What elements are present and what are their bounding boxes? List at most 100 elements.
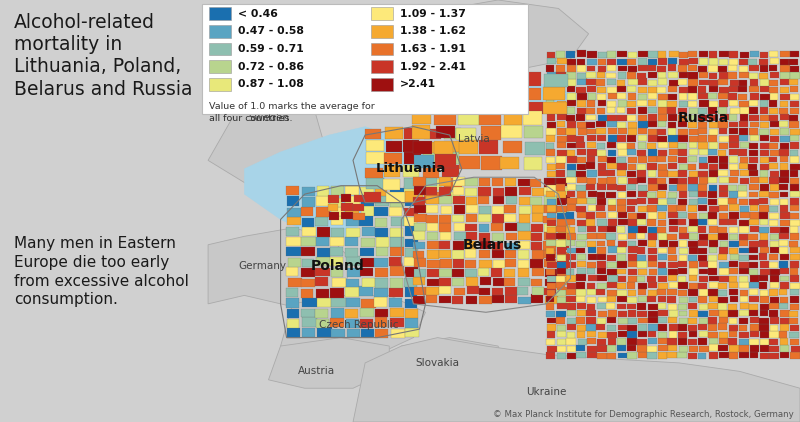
Bar xyxy=(618,157,626,163)
Bar xyxy=(405,309,418,318)
Bar xyxy=(628,219,637,226)
Bar xyxy=(750,212,758,219)
Bar xyxy=(699,234,709,240)
Bar xyxy=(331,329,345,337)
Bar xyxy=(668,192,678,198)
Bar xyxy=(709,234,718,240)
Bar xyxy=(740,303,750,309)
Bar xyxy=(607,121,617,127)
Bar xyxy=(698,353,706,359)
Bar xyxy=(587,65,595,71)
Bar xyxy=(576,295,586,303)
Text: Alcohol-related
mortality in
Lithuania, Poland,
Belarus and Russia: Alcohol-related mortality in Lithuania, … xyxy=(14,13,192,99)
Bar xyxy=(719,51,729,57)
Bar xyxy=(649,303,658,310)
Bar xyxy=(637,233,646,239)
Bar xyxy=(374,228,388,237)
Bar xyxy=(414,187,426,195)
Bar xyxy=(608,275,618,282)
Bar xyxy=(492,288,503,295)
Bar xyxy=(597,192,606,198)
Bar xyxy=(760,79,769,86)
Bar xyxy=(546,233,556,239)
Bar xyxy=(730,282,738,288)
Bar xyxy=(770,303,778,309)
Bar xyxy=(669,219,678,225)
Bar xyxy=(790,51,799,57)
Bar xyxy=(780,311,790,317)
Bar xyxy=(658,332,667,338)
Bar xyxy=(330,198,342,207)
Bar xyxy=(342,212,353,219)
Bar xyxy=(546,65,554,72)
Bar xyxy=(758,73,768,79)
Bar xyxy=(658,114,667,121)
Bar xyxy=(626,191,636,197)
Bar xyxy=(668,86,677,92)
Bar xyxy=(557,206,570,214)
Bar xyxy=(607,240,615,246)
Bar xyxy=(587,338,596,344)
Bar xyxy=(648,184,658,191)
Bar xyxy=(668,262,678,268)
Bar xyxy=(770,87,778,93)
Bar xyxy=(728,310,738,316)
Bar xyxy=(750,241,759,246)
Bar xyxy=(708,317,717,324)
Bar xyxy=(365,129,381,139)
Bar xyxy=(424,129,441,139)
Bar xyxy=(648,316,658,323)
Bar xyxy=(545,288,556,295)
Bar xyxy=(628,93,636,100)
Bar xyxy=(545,295,558,304)
Bar xyxy=(678,276,686,282)
Bar xyxy=(770,254,778,260)
Bar xyxy=(688,101,697,107)
Bar xyxy=(738,149,747,156)
Bar xyxy=(658,212,666,219)
Bar xyxy=(586,289,596,295)
Bar xyxy=(576,142,585,149)
Bar xyxy=(504,278,515,286)
Bar xyxy=(627,297,637,303)
Bar xyxy=(638,121,647,128)
Bar xyxy=(627,331,637,338)
Bar xyxy=(750,282,759,289)
Bar xyxy=(465,224,477,231)
Bar xyxy=(667,198,676,204)
Bar xyxy=(478,250,490,258)
Bar xyxy=(739,345,749,352)
Bar xyxy=(708,65,718,72)
Bar xyxy=(617,122,626,128)
Bar xyxy=(628,241,637,246)
Bar xyxy=(790,325,798,331)
Bar xyxy=(390,247,404,256)
Bar xyxy=(466,87,489,99)
Bar xyxy=(709,86,718,92)
Bar xyxy=(728,219,737,225)
Bar xyxy=(607,255,616,261)
Bar xyxy=(790,86,798,92)
Bar xyxy=(386,141,402,151)
Bar xyxy=(647,346,658,352)
Bar xyxy=(210,25,231,38)
Bar xyxy=(739,135,748,141)
Bar xyxy=(648,72,658,78)
Bar xyxy=(330,237,344,246)
Bar xyxy=(466,178,478,186)
Bar xyxy=(689,226,698,232)
Text: 1.09 - 1.37: 1.09 - 1.37 xyxy=(400,8,466,19)
Bar xyxy=(354,195,364,202)
Bar xyxy=(790,304,799,310)
Bar xyxy=(427,232,438,240)
Bar xyxy=(543,216,555,223)
Bar xyxy=(648,289,657,296)
Bar xyxy=(719,247,728,254)
Bar xyxy=(556,80,565,86)
Bar xyxy=(546,128,556,135)
Bar xyxy=(286,227,299,236)
Bar xyxy=(678,206,686,211)
Bar xyxy=(658,191,666,198)
Bar xyxy=(518,187,531,195)
Bar xyxy=(728,93,737,100)
